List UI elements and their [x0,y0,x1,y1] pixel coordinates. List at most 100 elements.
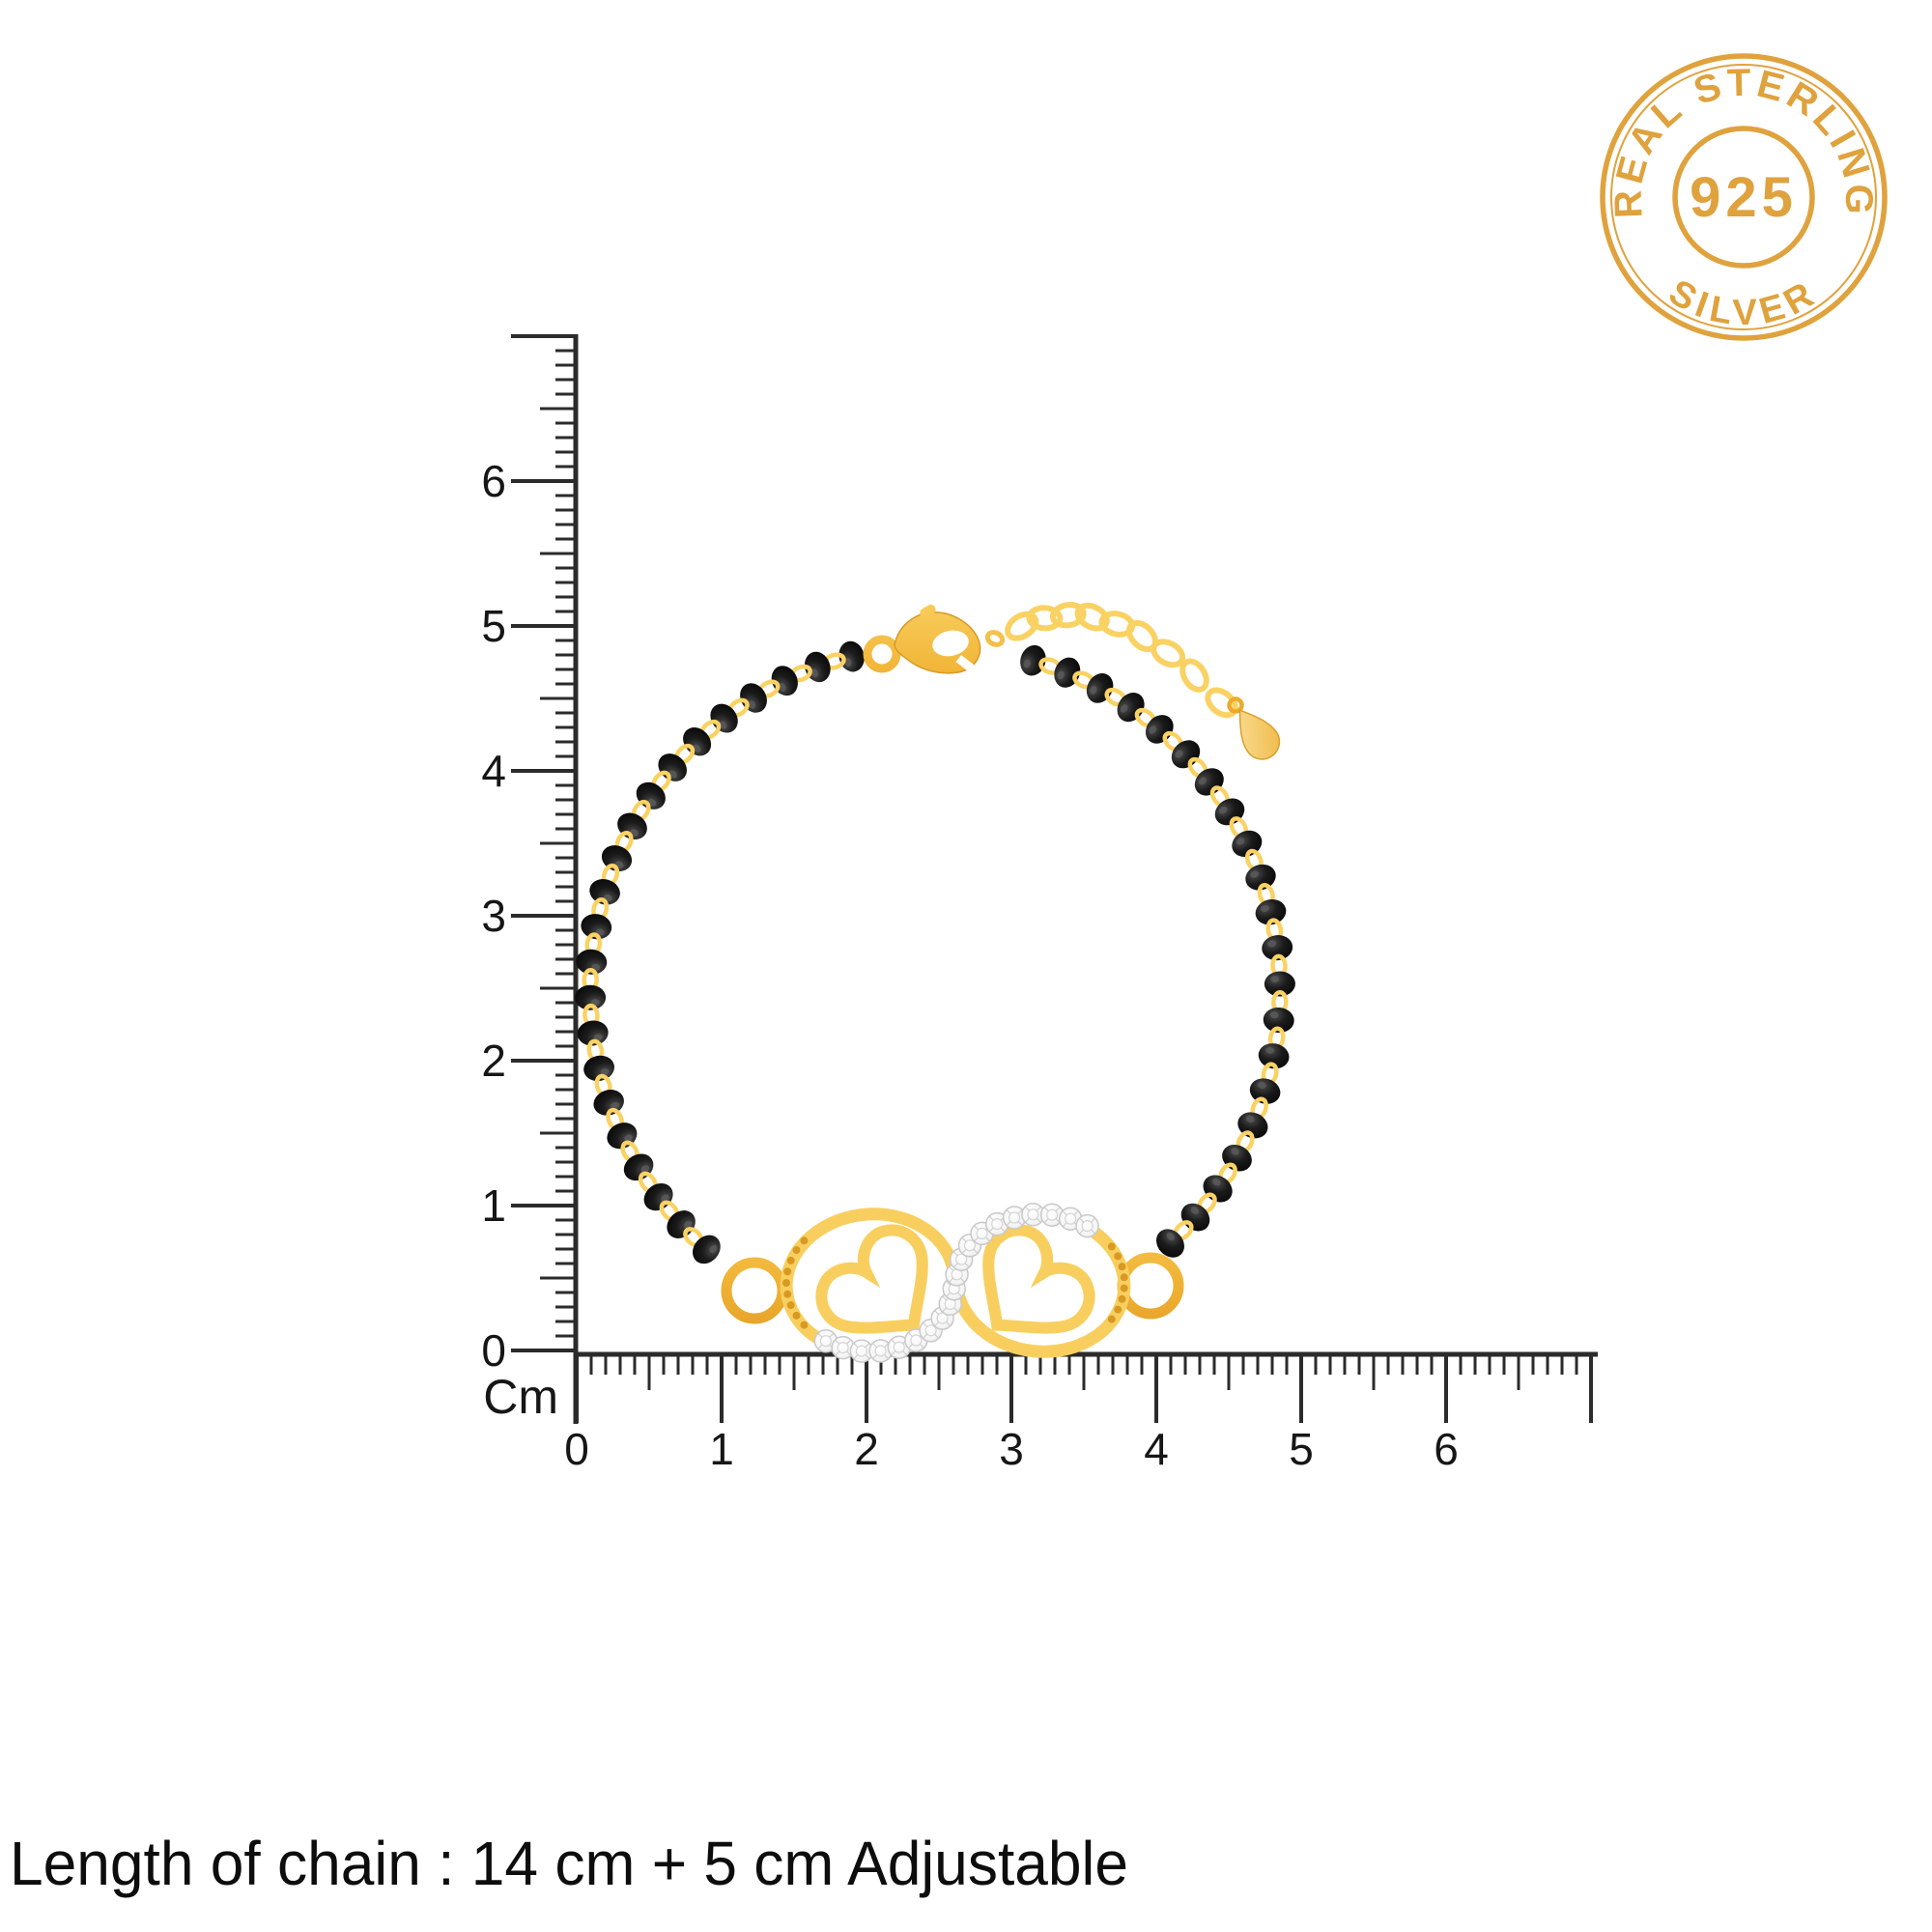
bead-body [1194,768,1224,796]
stone-facet [865,1354,870,1359]
stone-facet [908,1344,913,1349]
bead-gloss [1149,725,1157,734]
chain-bead [1263,1007,1294,1034]
milgrain-dot [792,1311,801,1320]
vruler-number: 5 [481,601,506,651]
infinity-heart-pendant [721,1203,1184,1363]
bead-gloss [844,658,852,668]
stone-facet [974,1225,980,1231]
stone-facet [835,1339,840,1345]
stone-facet [1055,1218,1061,1223]
milgrain-dot [1118,1294,1126,1303]
hruler-number: 5 [1289,1424,1314,1474]
stone-facet [908,1332,913,1337]
stone-facet [1091,1217,1095,1223]
stamp-thin-ring [1610,64,1877,330]
stone-facet [853,1343,859,1349]
stone-facet [872,1354,878,1359]
bead-gloss [600,1068,610,1076]
stone-facet [846,1350,851,1356]
stone-facet [817,1344,823,1350]
stone-facet [829,1333,835,1338]
bead-gloss [1198,777,1207,785]
stone-table [1027,1208,1039,1221]
bead-gloss [1269,1011,1279,1019]
bead-gloss [719,721,727,729]
stone-facet [934,1333,939,1339]
extension-link [1049,602,1087,629]
clasp-connector-link [984,630,1006,647]
clasp-opening [955,654,979,675]
chain-bead [838,640,865,672]
milgrain-dot [1114,1252,1122,1261]
stamp-inner-ring [1672,126,1815,269]
stone-table [893,1341,905,1353]
hruler-number: 6 [1434,1424,1459,1474]
chain-bead [693,1235,721,1264]
stone-facet [946,1321,951,1326]
vruler-number: 2 [481,1036,506,1086]
stone-facet [942,1295,948,1301]
bead-gloss [1120,704,1128,713]
chain-bead [1264,971,1295,997]
bead-body [1171,740,1201,769]
stone-facet [919,1344,924,1349]
horizontal-ruler: 0 1 2 3 4 5 6 [564,1351,1598,1474]
stone-facet [1036,1217,1041,1223]
stone-facet [902,1350,907,1355]
bead-gloss [1261,904,1269,913]
stone-table [991,1217,1004,1231]
bead-body [693,1235,721,1264]
chain-bead [1171,740,1201,769]
stone-table [1081,1219,1094,1233]
stone-table [819,1335,833,1348]
milgrain-dot [782,1279,790,1287]
stone-facet [1055,1207,1061,1212]
bead-gloss [1265,1046,1275,1054]
stone-girdle [1075,1213,1099,1238]
chain-bead [683,727,712,756]
stone-table [976,1227,988,1240]
vruler-number: 0 [481,1325,506,1376]
chain-bead [643,1182,673,1211]
milgrain-dot [786,1301,795,1310]
hruler-number: 1 [709,1424,734,1474]
stone-facet [872,1343,878,1348]
stone-facet [961,1237,967,1242]
milgrain-dot [800,1321,809,1329]
bead-body [658,753,688,781]
bead-gloss [1267,940,1277,948]
stone-facet [1017,1221,1023,1226]
bead-body [589,879,620,905]
chain-bead [583,1055,614,1082]
cz-stones [813,1203,1099,1363]
left-heart [815,1224,928,1334]
extension-tag [1227,696,1281,760]
bead-gloss [693,744,701,753]
extension-link [1005,611,1039,641]
stone-facet [835,1350,840,1356]
stone-facet [1025,1217,1030,1223]
stone-facet [1079,1217,1085,1223]
bead-gloss [1257,1081,1266,1089]
stone-facet [891,1339,896,1345]
lobster-clasp [863,604,1006,675]
bead-gloss [1175,750,1183,758]
stone-facet [934,1321,940,1326]
bead-body [1145,715,1174,744]
stone-table [1045,1208,1059,1221]
bead-gloss [611,1101,619,1110]
stone-facet [1063,1210,1067,1216]
stone-table [1065,1212,1077,1225]
stone-facet [974,1236,980,1242]
stone-facet [1043,1207,1049,1212]
vertical-ruler: 6 5 4 3 2 1 0 [481,334,579,1424]
black-bead-chain [575,640,1295,1264]
ruler-unit-label: Cm [483,1370,558,1424]
stone-facet [964,1263,970,1267]
chain-bead [667,1210,696,1238]
bead-gloss [684,1220,693,1229]
stone-facet [1043,1218,1049,1223]
chain-bead [658,753,688,781]
stone-facet [923,1322,928,1327]
